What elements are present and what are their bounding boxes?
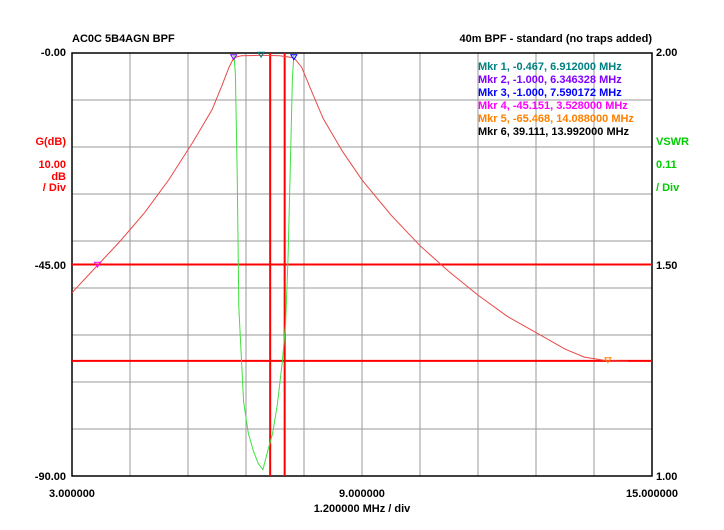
x-tick-right: 15.000000 — [626, 488, 678, 500]
marker-2 — [229, 54, 238, 61]
right-tick-top: 2.00 — [656, 47, 677, 59]
marker-legend: Mkr 1, -0.467, 6.912000 MHz Mkr 2, -1.00… — [478, 61, 634, 138]
right-axis-scale: 0.11 — [656, 159, 677, 171]
right-tick-mid: 1.50 — [656, 260, 677, 272]
legend-item-mkr3: Mkr 3, -1.000, 7.590172 MHz — [478, 87, 622, 99]
right-axis-per-div: / Div — [656, 182, 680, 194]
left-axis-unit: dB — [51, 171, 66, 183]
legend-item-mkr2: Mkr 2, -1.000, 6.346328 MHz — [478, 74, 622, 86]
marker-5 — [604, 357, 612, 364]
header-title-right: 40m BPF - standard (no traps added) — [459, 33, 652, 45]
vswr-series-line — [233, 55, 295, 471]
series-lines — [71, 54, 628, 471]
left-tick-top: -0.00 — [41, 47, 66, 59]
legend-item-mkr1: Mkr 1, -0.467, 6.912000 MHz — [478, 61, 622, 73]
legend-item-mkr5: Mkr 5, -65.468, 14.088000 MHz — [478, 113, 634, 125]
marker-4 — [93, 261, 102, 269]
legend-item-mkr4: Mkr 4, -45.151, 3.528000 MHz — [478, 100, 628, 112]
right-tick-bottom: 1.00 — [656, 471, 677, 483]
header-title-left: AC0C 5B4AGN BPF — [72, 33, 175, 45]
marker-1 — [257, 51, 265, 59]
gain-series-line — [71, 54, 628, 362]
x-axis-per-div: 1.200000 MHz / div — [314, 503, 411, 515]
left-axis-scale: 10.00 — [38, 159, 66, 171]
left-axis-name: G(dB) — [35, 136, 66, 148]
left-tick-mid: -45.00 — [35, 260, 66, 272]
left-axis-per-div: / Div — [43, 182, 67, 194]
x-tick-left: 3.000000 — [49, 488, 95, 500]
marker-3 — [289, 54, 298, 61]
marker-points — [93, 51, 612, 364]
x-tick-mid: 9.000000 — [339, 488, 385, 500]
left-tick-bottom: -90.00 — [35, 471, 66, 483]
right-axis-name: VSWR — [656, 136, 689, 148]
cursor-lines — [72, 53, 652, 476]
legend-item-mkr6: Mkr 6, 39.111, 13.992000 MHz — [478, 126, 630, 138]
